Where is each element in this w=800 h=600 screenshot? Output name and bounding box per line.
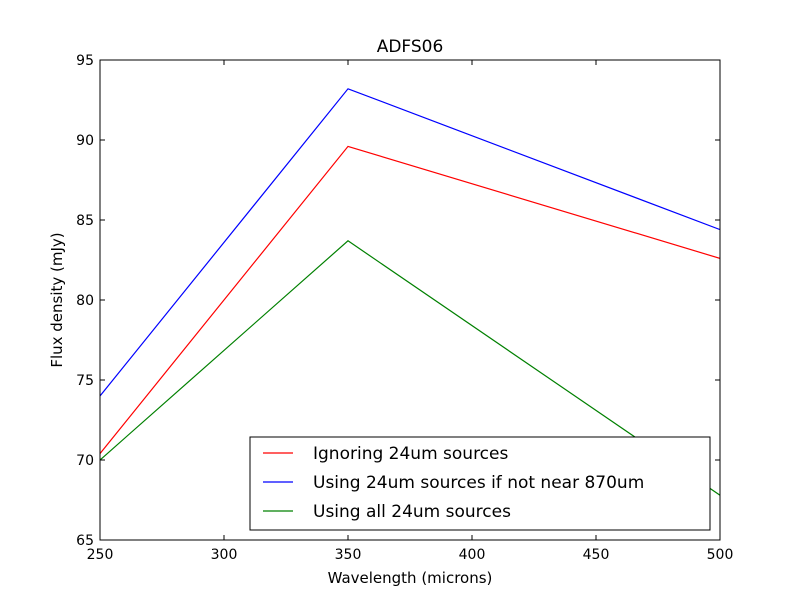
y-tick-label: 65 <box>76 533 94 549</box>
x-tick-label: 400 <box>459 547 486 563</box>
series-line-2 <box>100 88 720 397</box>
x-tick-label: 250 <box>87 547 114 563</box>
y-tick-label: 80 <box>76 293 94 309</box>
ticks-layer: 250 300 350 400 450 500 65 70 75 80 85 90 95 <box>76 53 733 563</box>
legend-label-1: Ignoring 24um sources <box>313 444 508 464</box>
x-tick-label: 500 <box>707 547 734 563</box>
series-line-3 <box>100 240 720 496</box>
y-axis-label: Flux density (mJy) <box>48 232 66 367</box>
legend-box <box>249 436 711 531</box>
legend-label-2: Using 24um sources if not near 870um <box>313 473 644 493</box>
y-tick-label: 75 <box>76 373 94 389</box>
y-tick-label: 85 <box>76 213 94 229</box>
y-tick-label: 90 <box>76 133 94 149</box>
legend: Ignoring 24um sources Using 24um sources … <box>249 436 711 531</box>
x-tick-label: 300 <box>211 547 238 563</box>
y-tick-label: 70 <box>76 453 94 469</box>
x-tick-label: 350 <box>335 547 362 563</box>
legend-label-3: Using all 24um sources <box>313 502 511 522</box>
series-line-1 <box>100 145 720 454</box>
chart-title: ADFS06 <box>377 37 444 57</box>
series-layer <box>100 88 720 496</box>
x-tick-label: 450 <box>583 547 610 563</box>
y-tick-label: 95 <box>76 53 94 69</box>
x-axis-label: Wavelength (microns) <box>328 569 493 587</box>
